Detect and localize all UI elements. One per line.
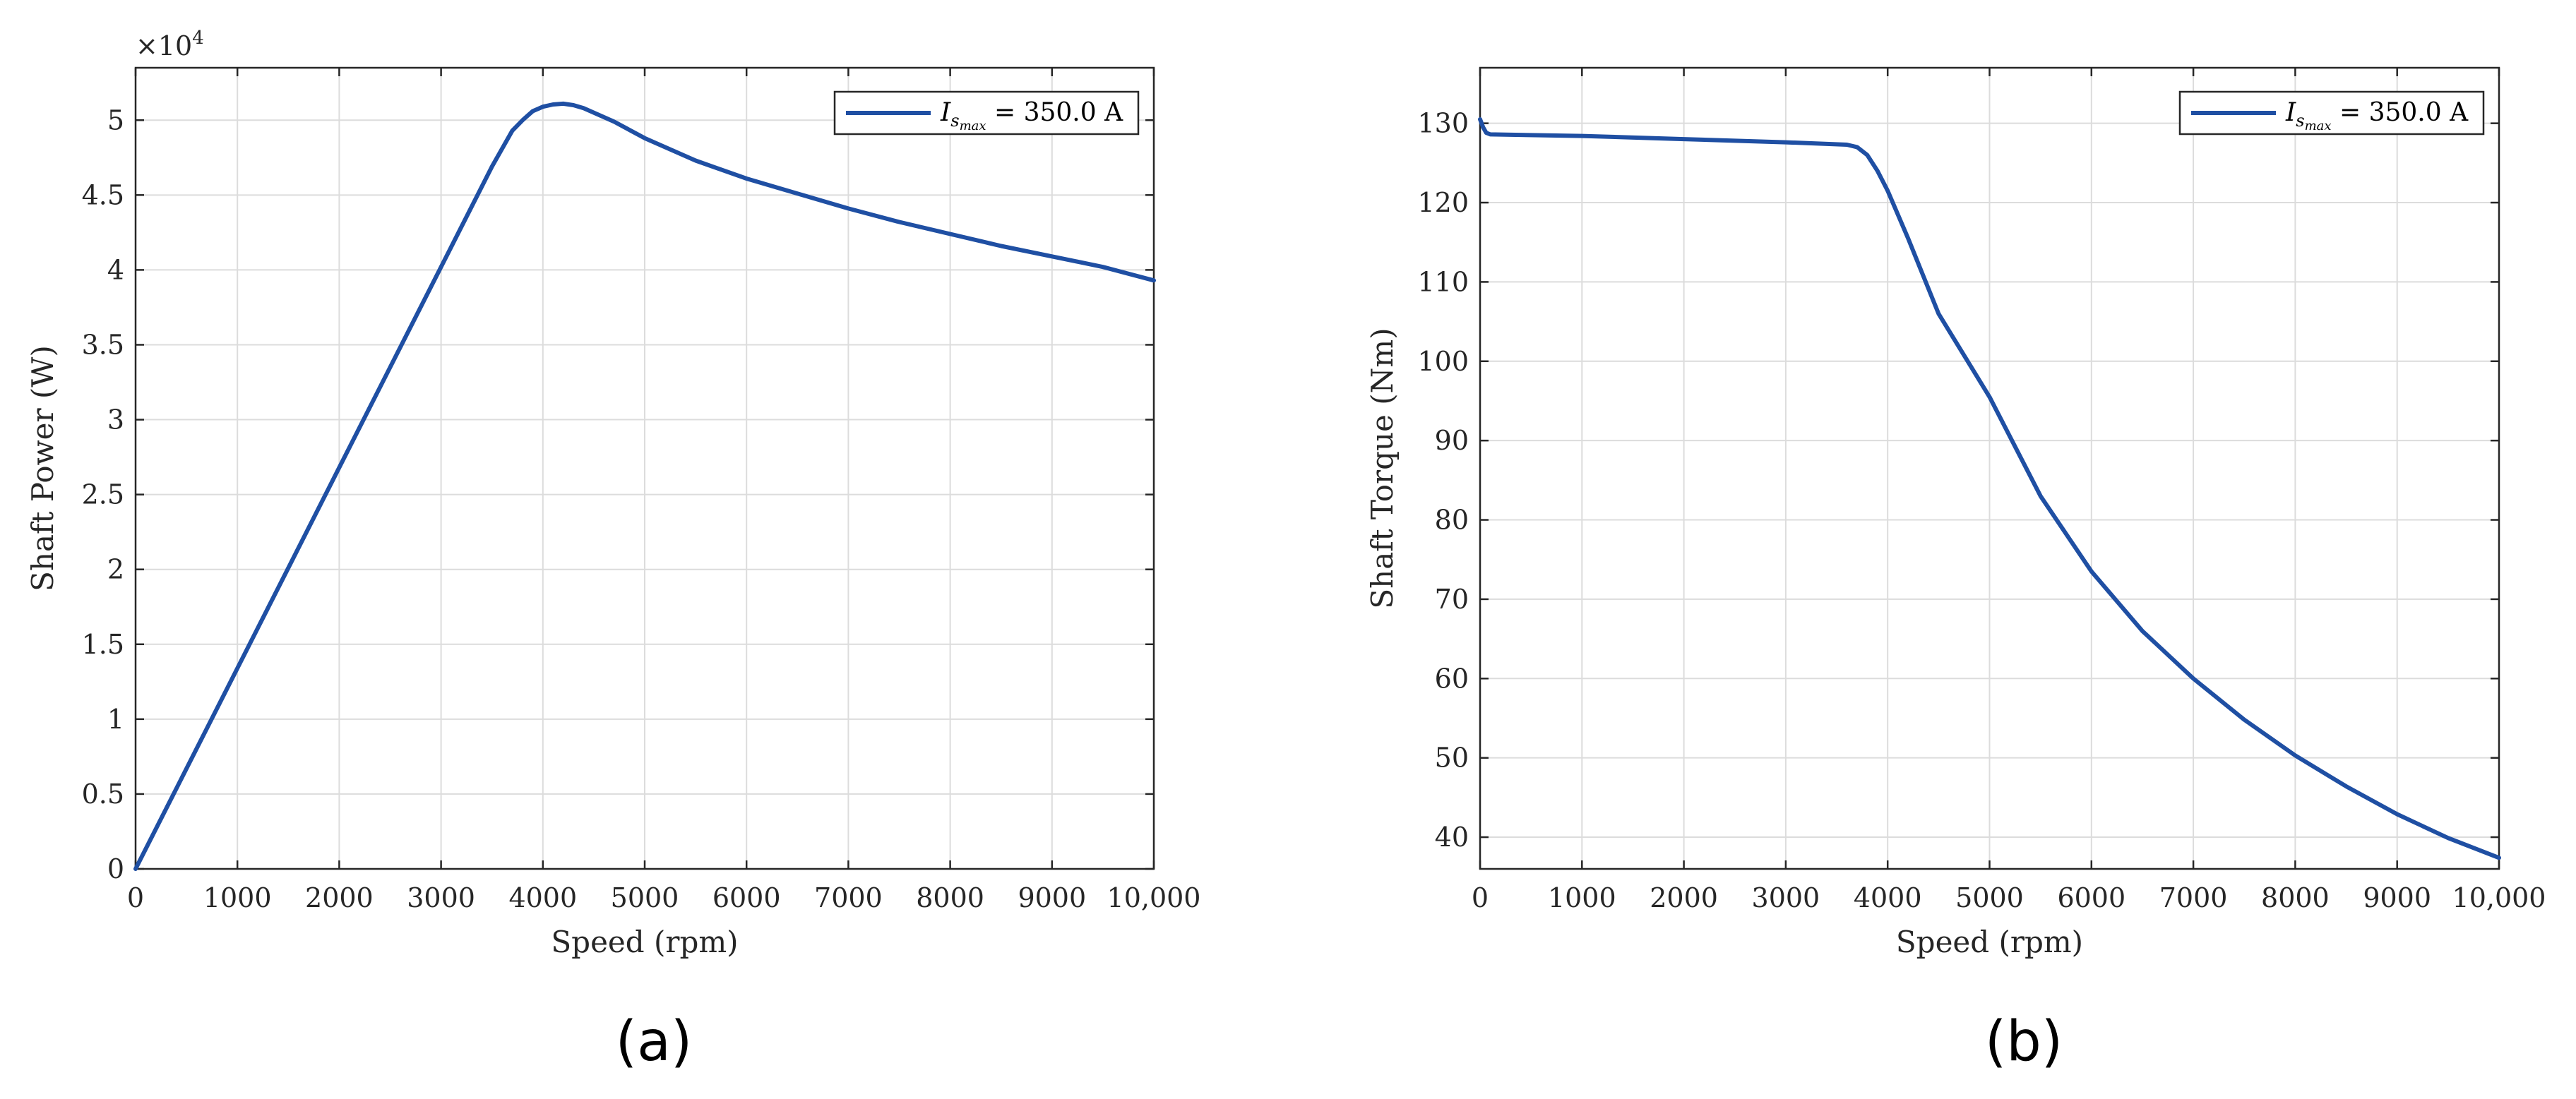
x-tick-label: 7000 [2159,882,2228,913]
y-tick-label: 110 [1417,266,1469,297]
x-tick-label: 10,000 [2452,882,2546,913]
grid-a [135,68,1155,870]
legend-sub-b: s [2296,111,2304,131]
legend-subsub-b: max [2305,119,2332,133]
x-tick-label: 0 [1472,882,1489,913]
y-tick-label: 120 [1417,187,1469,218]
y-tick-label: 100 [1417,346,1469,377]
y-tick-label: 4.5 [82,179,124,210]
grid-b [1479,68,2500,869]
y-exponent-base-a: ×10 [136,30,192,61]
legend-rest-b: = 350.0 A [2332,98,2469,127]
y-exponent-power-a: 4 [192,28,204,49]
y-tick-label: 60 [1435,663,1469,694]
legend-main-b: I [2285,98,2296,127]
chart-a: 0 1000 2000 3000 4000 5000 6000 7000 8000 9000 10,… [25,28,1200,1074]
x-tick-label: 8000 [916,882,984,913]
y-tick-label: 0 [107,853,124,884]
x-tick-label: 5000 [1955,882,2024,913]
x-tick-label: 3000 [1752,882,1820,913]
legend-subsub-a: max [960,119,986,133]
x-tick-label: 3000 [407,882,475,913]
x-tick-label: 1000 [1548,882,1616,913]
x-tick-label: 7000 [814,882,883,913]
legend-label-b: Ismax = 350.0 A [2285,98,2469,133]
legend-sub-a: s [950,111,959,131]
legend-rest-a: = 350.0 A [986,98,1124,127]
ticks-a: 0 1000 2000 3000 4000 5000 6000 7000 8000 9000 10,… [82,68,1201,913]
y-tick-label: 50 [1435,743,1469,774]
x-tick-label: 10,000 [1107,882,1201,913]
x-axis-label-a: Speed (rpm) [551,925,738,959]
y-tick-label: 2 [107,554,124,585]
y-tick-label: 0.5 [82,779,124,810]
y-tick-label: 70 [1435,584,1469,615]
y-exponent-label-a: ×104 [136,28,204,61]
y-tick-label: 90 [1435,425,1469,456]
legend-a: Ismax = 350.0 A [833,90,1140,136]
y-axis-label-a: Shaft Power (W) [25,345,60,591]
y-tick-label: 1.5 [82,629,124,660]
y-tick-label: 130 [1417,108,1469,139]
y-tick-label: 2.5 [82,479,124,510]
x-tick-label: 9000 [1018,882,1086,913]
x-axis-label-b: Speed (rpm) [1896,925,2083,959]
x-tick-label: 9000 [2363,882,2431,913]
panel-label-b: (b) [1985,1010,2063,1074]
ticks-b: 0 1000 2000 3000 4000 5000 6000 7000 8000 9000 10,… [1417,68,2546,913]
y-tick-label: 3.5 [82,329,124,360]
legend-b: Ismax = 350.0 A [2178,90,2485,136]
y-tick-label: 5 [107,104,124,136]
x-tick-label: 8000 [2261,882,2330,913]
chart-b: 0 1000 2000 3000 4000 5000 6000 7000 8000 9000 10,… [1365,66,2546,1074]
legend-main-a: I [940,98,951,127]
x-tick-label: 4000 [1854,882,1922,913]
x-tick-label: 1000 [203,882,272,913]
x-tick-label: 2000 [305,882,374,913]
y-tick-label: 4 [107,254,124,285]
y-tick-label: 1 [107,704,124,735]
y-axis-label-b: Shaft Torque (Nm) [1365,328,1400,608]
series-line-b [1478,117,2501,860]
x-tick-label: 0 [127,882,144,913]
x-tick-label: 2000 [1650,882,1718,913]
x-tick-label: 6000 [2057,882,2125,913]
x-tick-label: 4000 [508,882,577,913]
y-tick-label: 3 [107,404,124,436]
y-tick-label: 40 [1435,822,1469,853]
panel-label-a: (a) [616,1010,693,1074]
y-tick-label: 80 [1435,505,1469,536]
x-tick-label: 5000 [611,882,679,913]
x-tick-label: 6000 [712,882,781,913]
series-line-a [133,101,1156,871]
legend-label-a: Ismax = 350.0 A [940,98,1123,133]
